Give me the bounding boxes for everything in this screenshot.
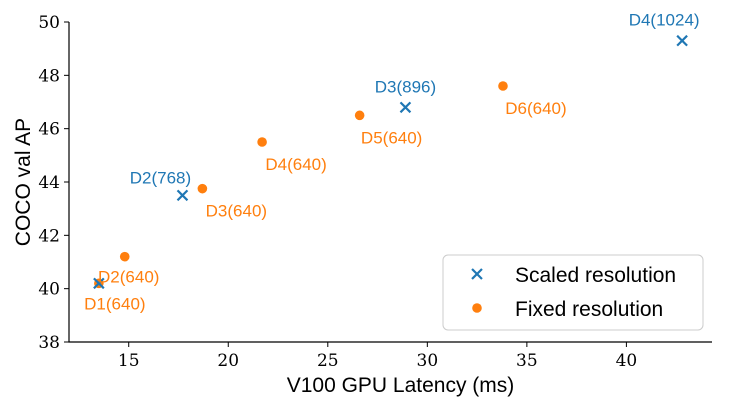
fixed-point-label: D1(640) — [84, 294, 145, 313]
fixed-resolution-point — [257, 137, 267, 147]
axes: 15 20 25 30 35 40 38 40 42 44 46 48 50 V100 GPU Laten… — [12, 13, 712, 397]
fixed-point-label: D5(640) — [361, 128, 422, 147]
x-tick-label: 40 — [616, 351, 638, 371]
y-tick-label: 42 — [38, 226, 60, 246]
x-tick-label: 35 — [516, 351, 538, 371]
fixed-resolution-point — [354, 110, 365, 121]
scaled-resolution-point — [176, 189, 189, 202]
x-tick-label: 20 — [217, 351, 239, 371]
scaled-resolution-point — [93, 277, 105, 290]
scaled-point-label: D4(1024) — [629, 11, 700, 30]
y-tick-label: 40 — [38, 280, 60, 300]
scaled-resolution-point-stroke — [176, 189, 189, 202]
y-axis-title: COCO val AP — [12, 118, 35, 246]
x-tick-label: 25 — [317, 351, 339, 371]
fixed-point-label: D3(640) — [206, 202, 267, 221]
fixed-resolution-point — [119, 251, 130, 262]
x-tick-label: 30 — [417, 351, 439, 371]
y-tick-label: 50 — [38, 13, 60, 33]
legend-label-scaled: Scaled resolution — [515, 264, 676, 287]
data-points — [93, 34, 688, 290]
scaled-resolution-point-stroke — [676, 34, 688, 47]
y-tick-label: 46 — [38, 120, 60, 140]
legend: Scaled resolution Fixed resolution — [442, 254, 704, 331]
y-tick-label: 38 — [38, 333, 60, 353]
scaled-resolution-point-stroke — [399, 101, 412, 114]
point-labels: D1(640) D2(640) D3(640) D4(640) D5(640) D6(64… — [84, 11, 699, 314]
fixed-point-label: D4(640) — [265, 155, 326, 174]
y-tick-label: 48 — [38, 66, 60, 86]
legend-circle-marker — [472, 303, 482, 313]
fixed-point-label: D6(640) — [505, 99, 566, 118]
legend-x-marker — [471, 268, 483, 280]
scaled-resolution-point — [399, 101, 412, 114]
scaled-point-label: D2(768) — [130, 168, 191, 187]
x-tick-label: 15 — [118, 351, 140, 371]
y-tick-label: 44 — [38, 173, 60, 193]
legend-item-fixed: Fixed resolution — [472, 298, 663, 321]
scaled-point-label: D3(896) — [375, 77, 436, 96]
scaled-resolution-point — [676, 34, 688, 47]
fixed-point-label: D2(640) — [98, 268, 159, 287]
legend-box — [442, 254, 704, 331]
legend-label-fixed: Fixed resolution — [515, 298, 663, 321]
scaled-resolution-point-stroke — [93, 277, 105, 290]
legend-item-scaled: Scaled resolution — [471, 264, 676, 287]
fixed-resolution-point — [197, 183, 208, 194]
x-axis-title: V100 GPU Latency (ms) — [287, 374, 515, 397]
fixed-resolution-point — [498, 81, 508, 91]
